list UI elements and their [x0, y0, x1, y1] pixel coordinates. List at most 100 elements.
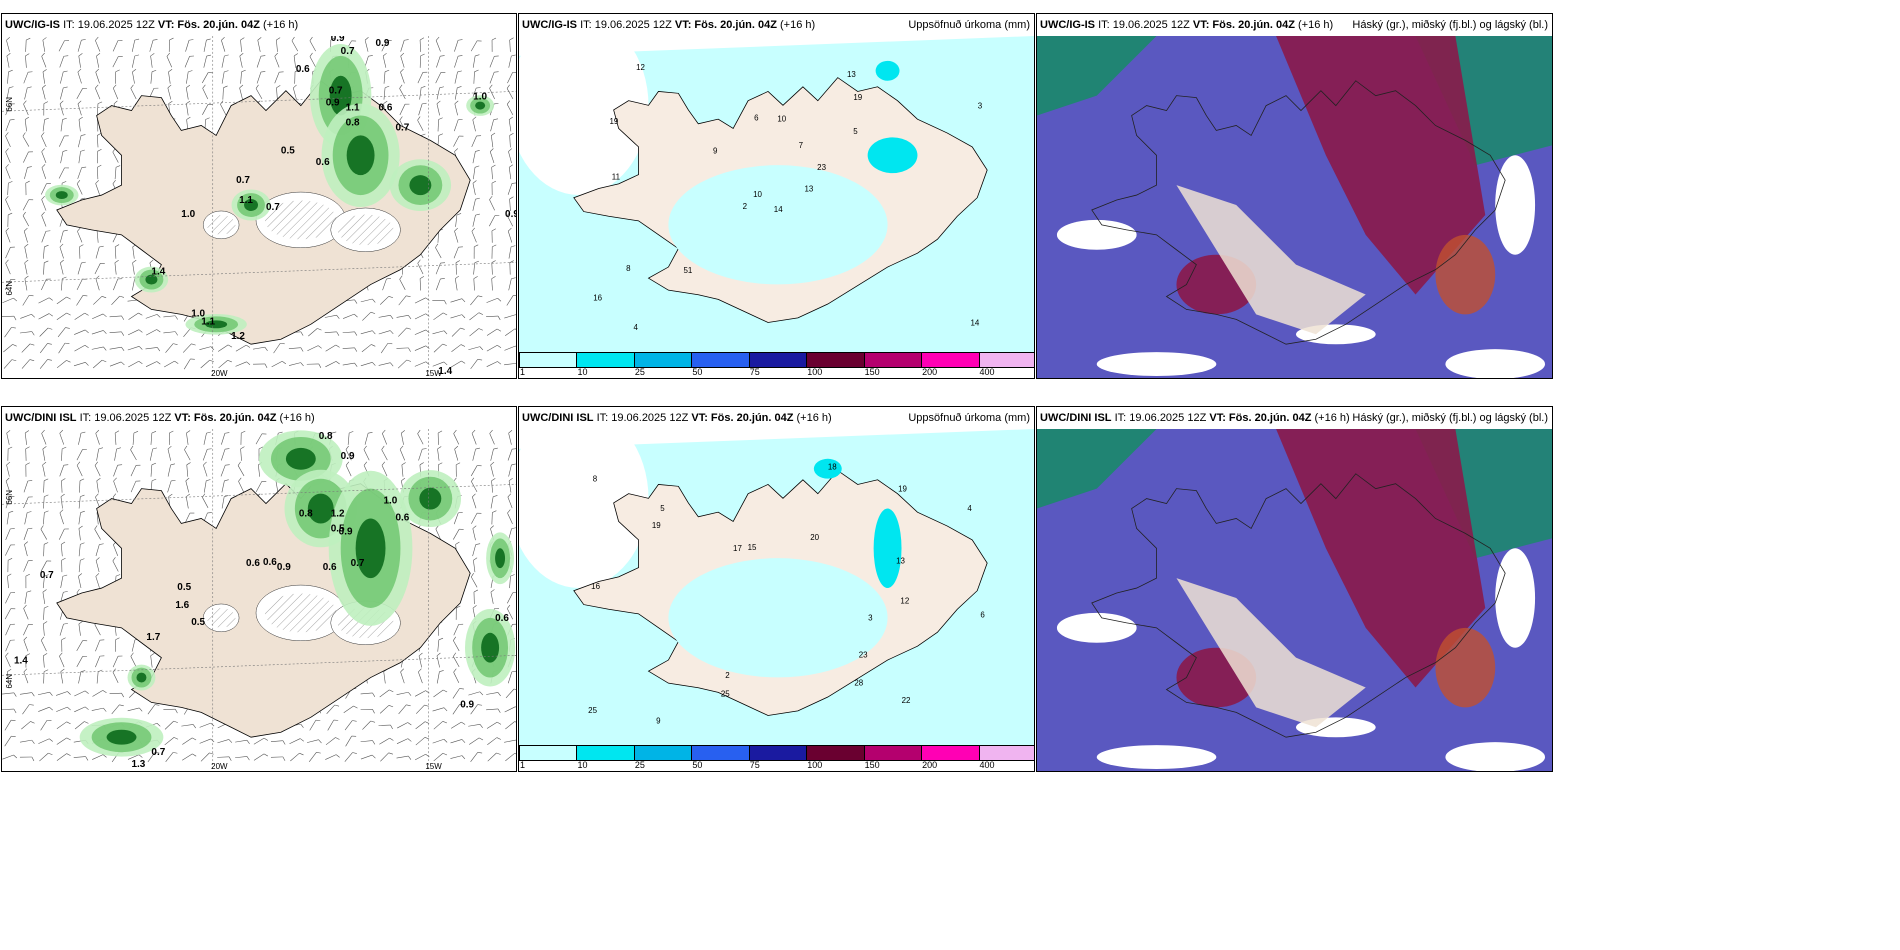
wind-barb: [94, 461, 101, 477]
wind-barb: [455, 462, 461, 477]
wind-barb: [42, 37, 47, 52]
wind-barb: [41, 429, 47, 445]
wind-barb: [22, 295, 34, 306]
wind-barb: [61, 557, 66, 573]
wind-barb: [164, 720, 178, 730]
wind-barb: [399, 103, 410, 116]
wind-barb: [342, 331, 358, 336]
wind-barb: [23, 604, 29, 620]
wind-barb: [24, 541, 29, 557]
wind-barb: [24, 243, 29, 259]
wind-barb: [453, 246, 463, 259]
wind-barb: [471, 227, 477, 243]
wind-barb: [509, 132, 514, 148]
wind-barb: [59, 243, 64, 259]
wind-barb: [130, 464, 141, 477]
wind-barb: [325, 361, 340, 368]
wind-barb: [59, 55, 69, 68]
wind-barb: [60, 668, 65, 684]
wind-barb: [77, 261, 86, 275]
map-area[interactable]: 13 23 25 22 19 25 28 17 19 12 20 18 15 16 9 6 5 4 3 2 8: [519, 429, 1034, 745]
map-area[interactable]: [1037, 429, 1552, 771]
wind-barb: [145, 347, 161, 352]
wind-barb: [5, 148, 11, 163]
wind-barb: [109, 346, 125, 351]
wind-barb: [130, 445, 137, 461]
wind-barb: [398, 704, 411, 715]
wind-barb: [25, 53, 30, 68]
wind-barb: [360, 740, 376, 745]
wind-barb: [185, 493, 190, 509]
wind-barb: [203, 38, 211, 52]
wind-barb: [382, 278, 391, 291]
wind-barb: [114, 260, 119, 275]
wind-barb: [506, 100, 514, 115]
wind-barb: [490, 461, 495, 477]
wind-barb: [452, 704, 465, 715]
colorbar-swatch: [576, 745, 635, 761]
wind-barb: [453, 528, 464, 540]
wind-barb: [21, 359, 35, 369]
wind-barb: [382, 52, 387, 68]
wind-barb: [92, 690, 107, 697]
wind-barb: [490, 589, 495, 604]
wind-barb: [362, 720, 376, 730]
map-area[interactable]: 0.8 0.9 0.8 1.2 0.9 0.5 0.6 0.6 0.9 0.6 0.7 1.0 0.6 0…: [2, 429, 516, 771]
wind-barb: [432, 738, 448, 744]
wind-barb: [21, 721, 35, 730]
wind-barb: [5, 246, 15, 259]
wind-barb: [5, 528, 15, 541]
wind-barb: [97, 149, 102, 164]
precip-value-label: 7: [799, 141, 804, 150]
precip-value-label: 16: [591, 582, 600, 591]
wind-barb: [470, 573, 478, 588]
wind-barb: [24, 430, 30, 445]
wind-barb: [433, 752, 448, 762]
wind-barb: [5, 103, 15, 116]
wind-barb: [43, 605, 49, 620]
wind-barb: [130, 84, 137, 100]
wind-barb: [418, 668, 423, 684]
wind-barb: [400, 39, 409, 52]
wind-barb: [77, 227, 83, 243]
wind-barb: [7, 558, 13, 573]
wind-barb: [491, 180, 497, 196]
wind-barb: [182, 753, 197, 761]
map-area[interactable]: 0.9 0.7 0.9 0.6 0.7 0.9 1.1 0.8 0.6 0.7 0.5 0.6 1.0 0…: [2, 36, 516, 378]
wind-barb: [202, 104, 213, 115]
precip-value-label: 9: [656, 717, 661, 726]
wind-barb: [419, 86, 426, 100]
precip-value-label: 6: [980, 610, 985, 619]
wind-speed-label: 1.0: [384, 496, 398, 507]
wind-barb: [43, 621, 48, 636]
wind-barb: [378, 362, 394, 367]
wind-barb: [127, 329, 143, 336]
map-area[interactable]: 14 19 10 16 23 51 13 10 19 13 12 14 11 3 2 5 4 6 7 8 9: [519, 36, 1034, 352]
wind-barb: [507, 448, 516, 461]
wind-barb: [343, 705, 358, 714]
wind-barb: [93, 296, 107, 305]
wind-barb: [414, 345, 430, 351]
wind-barb: [379, 737, 394, 745]
wind-barb: [41, 148, 47, 163]
wind-barb: [56, 312, 71, 320]
precip-value-label: 8: [626, 264, 631, 273]
wind-barb: [380, 342, 393, 354]
wind-barb: [324, 314, 340, 319]
wind-barb: [92, 754, 107, 760]
wind-barb: [327, 719, 339, 731]
wind-speed-label: 0.6: [395, 512, 409, 523]
colorbar-swatch: [978, 745, 1034, 761]
wind-barb: [399, 275, 406, 290]
wind-barb: [56, 360, 71, 369]
wind-barb: [169, 430, 174, 445]
wind-barb: [109, 361, 125, 367]
wind-barb: [186, 430, 191, 445]
wind-barb: [74, 344, 89, 352]
wind-barb: [78, 621, 83, 636]
colorbar-swatch: [921, 745, 980, 761]
wind-barb: [56, 737, 71, 745]
wind-barb: [274, 52, 280, 68]
wind-barb: [91, 346, 107, 351]
map-area[interactable]: [1037, 36, 1552, 378]
